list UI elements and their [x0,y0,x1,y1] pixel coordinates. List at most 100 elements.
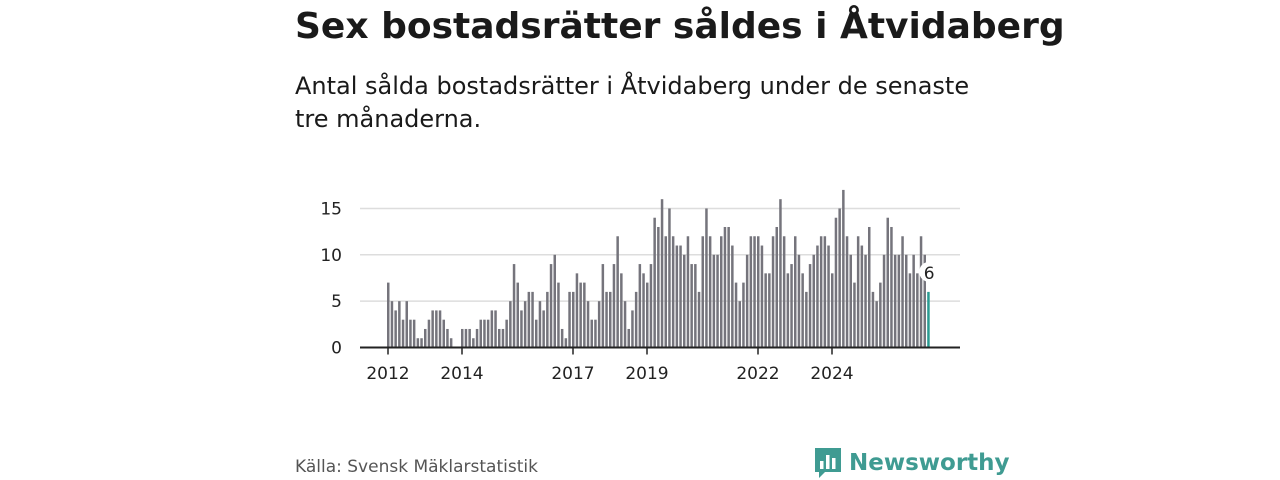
bar [660,199,664,348]
bar [609,291,612,348]
bar [827,245,830,348]
tick-labels: 0 5 10 15 6 2012 2014 2017 2019 2022 2024 [320,199,940,384]
bar [401,319,405,348]
bar [446,328,449,348]
bar [398,301,401,348]
bar [901,236,904,348]
bar [805,291,808,348]
bar [868,226,871,348]
bar [882,254,886,348]
bar [749,236,753,348]
bar [387,282,390,348]
bar [819,236,823,348]
bar [527,291,531,348]
bar [494,310,497,348]
x-tick-label: 2014 [440,364,483,384]
bar [483,319,486,348]
bar [745,254,749,348]
newsworthy-logo-icon [815,448,841,478]
bar [764,273,767,348]
bar [627,328,630,348]
bar [575,273,579,348]
bar [501,328,505,348]
bar [871,291,875,348]
bar [579,282,582,348]
bar [409,319,412,348]
bar [779,199,782,348]
bar [701,236,704,348]
bar [782,236,786,348]
bar [498,328,501,348]
bar [668,208,671,348]
bar [438,310,442,348]
bar [623,301,627,348]
bar [572,291,575,348]
bar [664,236,667,348]
bar [420,338,423,348]
bar [775,226,778,348]
bar [731,245,734,348]
bar [768,273,771,348]
chart-title: Sex bostadsrätter såldes i Åtvidaberg [295,6,1065,47]
bar [734,282,738,348]
bar [620,273,623,348]
bar [449,338,453,348]
bar [905,254,908,348]
bar [697,291,701,348]
bar [553,254,556,348]
bar [597,301,601,348]
newsworthy-logo: Newsworthy [813,446,1010,480]
bar [760,245,764,348]
bar [842,189,845,348]
bar [705,208,708,348]
chart-subtitle: Antal sålda bostadsrätter i Åtvidaberg u… [295,72,970,133]
bar [427,319,431,348]
x-tick-label: 2022 [736,364,779,384]
highlight-bar [927,291,930,348]
bar [831,273,834,348]
bar [464,328,468,348]
bar [461,328,464,348]
bar [886,217,889,348]
bar [797,254,801,348]
bar [564,338,568,348]
bar [486,319,490,348]
bar [631,310,634,348]
bar [923,254,926,348]
bar [753,236,756,348]
bar [612,264,616,348]
source-note: Källa: Svensk Mäklarstatistik [295,457,538,477]
bar [634,291,638,348]
bar [568,291,571,348]
bar [823,236,827,348]
bar [424,328,427,348]
bar [542,310,545,348]
bar [694,264,697,348]
bar [845,236,849,348]
y-tick-label: 15 [320,199,342,219]
bar [864,254,867,348]
bar [679,245,682,348]
bar [653,217,656,348]
bar [742,282,745,348]
bar [520,310,523,348]
bar [897,254,901,348]
bar [916,273,919,348]
bar [523,301,527,348]
bar [686,236,690,348]
bar [893,254,897,348]
bar [860,245,864,348]
bar [879,282,882,348]
bar [605,291,608,348]
bar [716,254,719,348]
bar [794,236,797,348]
highlight-value-label: 6 [924,264,935,284]
bar [875,301,878,348]
bar [790,264,793,348]
bar [516,282,519,348]
bar [646,282,649,348]
bar [531,291,534,348]
bar [838,208,841,348]
x-tick-label: 2019 [625,364,668,384]
